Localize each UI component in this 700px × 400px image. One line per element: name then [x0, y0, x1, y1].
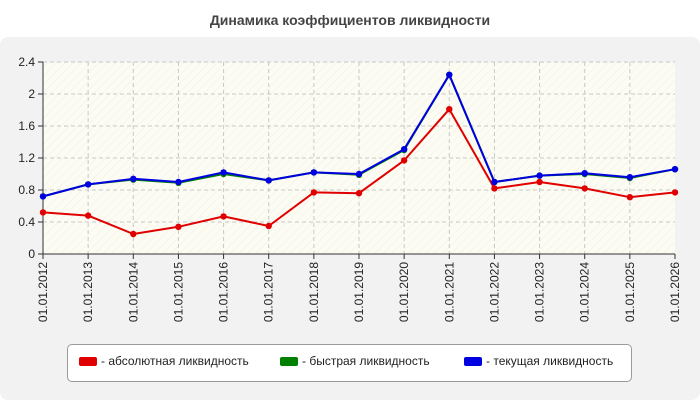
data-point: [220, 169, 227, 176]
data-point: [175, 178, 182, 186]
x-tick-label: 01.01.2023: [533, 262, 547, 322]
x-tick-label: 01.01.2015: [171, 262, 185, 322]
x-tick-label: 01.01.2025: [623, 262, 637, 322]
x-tick-label: 01.01.2019: [352, 262, 366, 322]
data-point: [39, 209, 47, 216]
y-tick-label: 0.4: [18, 215, 35, 229]
data-point: [446, 71, 453, 79]
x-tick-label: 01.01.2024: [578, 262, 592, 322]
data-point: [581, 170, 588, 177]
data-point: [400, 157, 408, 164]
legend-label-current: - текущая ликвидность: [486, 354, 614, 368]
y-tick-label: 2.4: [18, 55, 35, 69]
data-point: [671, 166, 679, 173]
x-tick-label: 01.01.2012: [36, 262, 50, 322]
legend-swatch-quick: [280, 356, 298, 366]
x-tick-label: 01.01.2014: [126, 262, 140, 322]
data-point: [310, 169, 318, 176]
data-point: [39, 193, 47, 200]
data-point: [626, 174, 634, 181]
data-point: [581, 185, 588, 192]
data-point: [536, 172, 543, 179]
data-point: [175, 223, 182, 230]
chart-title: Динамика коэффициентов ликвидности: [209, 12, 491, 28]
y-tick-label: 0: [28, 247, 35, 261]
data-point: [671, 189, 679, 196]
data-point: [84, 181, 92, 188]
y-tick-label: 0.8: [18, 183, 35, 197]
legend: - абсолютная ликвидность - быстрая ликви…: [67, 344, 632, 382]
x-tick-label: 01.01.2026: [668, 262, 682, 322]
legend-item-current: - текущая ликвидность: [464, 354, 613, 368]
data-point: [626, 194, 634, 201]
data-point: [491, 178, 498, 186]
data-point: [310, 189, 318, 196]
legend-swatch-absolute: [79, 356, 97, 366]
x-tick-label: 01.01.2016: [217, 262, 231, 322]
data-point: [491, 185, 498, 192]
data-point: [355, 170, 363, 178]
data-point: [536, 178, 543, 186]
x-tick-label: 01.01.2017: [262, 262, 276, 322]
series: [39, 71, 679, 238]
legend-swatch-current: [464, 356, 482, 366]
data-point: [130, 175, 137, 182]
data-point: [446, 106, 453, 113]
x-tick-label: 01.01.2018: [307, 262, 321, 322]
series-2: [39, 71, 679, 200]
legend-label-quick: - быстрая ликвидность: [302, 354, 430, 368]
data-point: [84, 212, 92, 219]
x-tick-label: 01.01.2013: [81, 262, 95, 322]
data-point: [355, 190, 363, 197]
y-tick-label: 2: [28, 87, 35, 101]
data-point: [265, 222, 272, 230]
tick-labels: 0 0.4 0.8 1.2 1.6 2 2.4 01.01.2012 01.01.2013 01.…: [18, 55, 682, 322]
data-point: [400, 146, 408, 153]
y-tick-label: 1.6: [18, 119, 35, 133]
axes: [38, 61, 676, 259]
legend-label-absolute: - абсолютная ликвидность: [101, 354, 249, 368]
x-tick-label: 01.01.2021: [442, 262, 456, 322]
x-tick-label: 01.01.2020: [397, 262, 411, 322]
grid: [43, 61, 675, 254]
data-point: [265, 177, 272, 184]
y-tick-label: 1.2: [18, 151, 35, 165]
series-0: [39, 106, 679, 238]
legend-item-absolute: - абсолютная ликвидность: [79, 354, 249, 368]
x-tick-label: 01.01.2022: [487, 262, 501, 322]
data-point: [130, 230, 137, 238]
legend-item-quick: - быстрая ликвидность: [280, 354, 430, 368]
data-point: [220, 213, 227, 220]
